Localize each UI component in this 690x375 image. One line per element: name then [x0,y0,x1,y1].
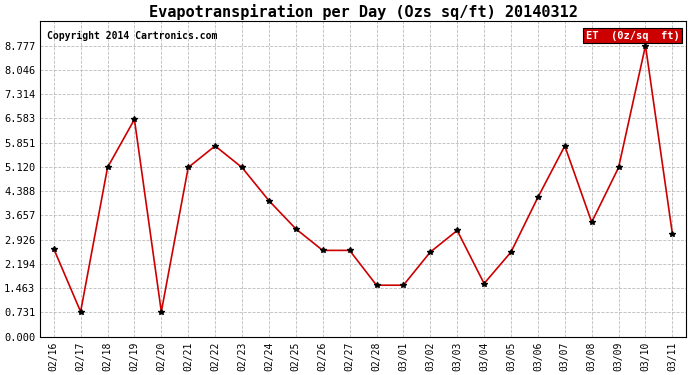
Text: ET  (0z/sq  ft): ET (0z/sq ft) [586,31,680,41]
Title: Evapotranspiration per Day (Ozs sq/ft) 20140312: Evapotranspiration per Day (Ozs sq/ft) 2… [148,4,578,20]
Text: Copyright 2014 Cartronics.com: Copyright 2014 Cartronics.com [47,31,217,41]
